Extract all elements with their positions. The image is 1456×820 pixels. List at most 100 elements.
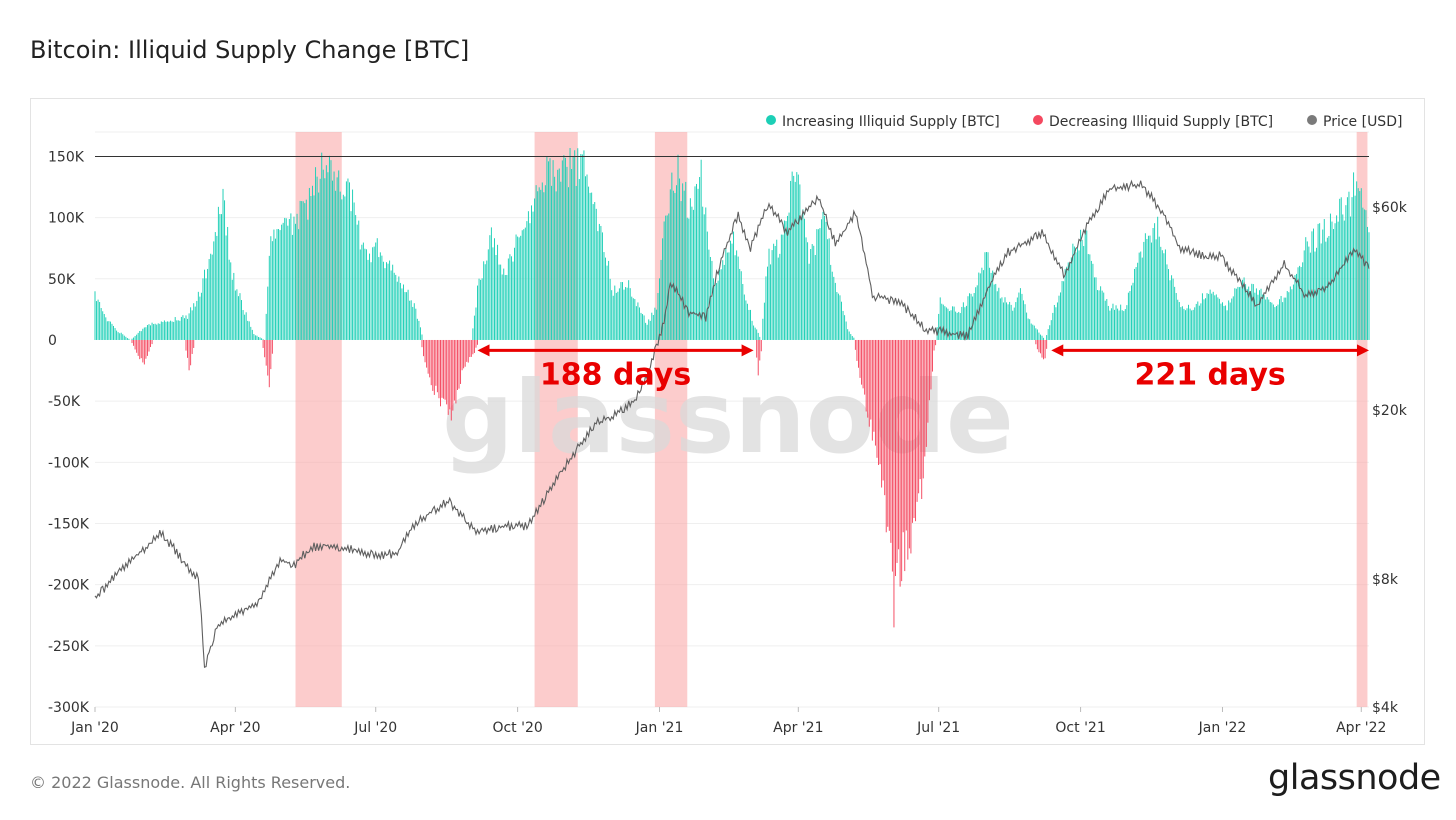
bar-decreasing [455, 339, 457, 404]
bar-increasing [324, 178, 326, 340]
x-tick-label: Oct '21 [1055, 720, 1105, 736]
bar-increasing [774, 246, 776, 340]
bar-decreasing [919, 339, 921, 480]
bar-increasing [1326, 237, 1328, 340]
bar-increasing [648, 319, 650, 340]
bar-increasing [958, 311, 960, 340]
bar-increasing [1314, 251, 1316, 340]
bar-increasing [529, 223, 531, 340]
bar-increasing [413, 303, 415, 340]
legend-item-increasing[interactable]: Increasing Illiquid Supply [BTC] [766, 114, 1000, 130]
bar-increasing [959, 313, 961, 340]
bar-increasing [748, 309, 750, 340]
bar-increasing [401, 288, 403, 340]
bar-increasing [347, 178, 349, 340]
bar-increasing [113, 325, 114, 340]
bar-decreasing [915, 339, 917, 522]
bar-increasing [853, 337, 855, 340]
bar-increasing [558, 168, 560, 340]
bar-increasing [1084, 229, 1086, 340]
bar-increasing [1083, 246, 1085, 340]
bar-increasing [190, 307, 192, 340]
bar-increasing [1072, 243, 1074, 340]
legend-item-price[interactable]: Price [USD] [1307, 114, 1402, 130]
bar-increasing [1107, 305, 1109, 340]
bar-increasing [600, 225, 602, 340]
y-left-tick-label: -250K [48, 639, 90, 655]
bar-increasing [635, 306, 637, 340]
y-left-tick-label: 0 [48, 333, 57, 349]
bar-increasing [1093, 277, 1095, 340]
bar-increasing [711, 260, 713, 340]
bar-decreasing [430, 339, 432, 386]
bar-decreasing [907, 339, 909, 560]
bar-increasing [1184, 310, 1186, 340]
bar-increasing [1161, 250, 1163, 340]
bar-increasing [623, 289, 625, 340]
bar-increasing [477, 285, 478, 340]
bar-increasing [515, 234, 517, 340]
bar-increasing [1100, 286, 1102, 340]
bar-increasing [352, 189, 354, 340]
bar-increasing [504, 275, 506, 340]
bar-increasing [688, 218, 690, 340]
bar-increasing [841, 301, 842, 340]
bar-increasing [228, 259, 230, 340]
bar-increasing [1197, 301, 1199, 340]
bar-increasing [1183, 308, 1185, 340]
y-left-tick-label: 50K [48, 272, 76, 288]
bar-increasing [239, 293, 241, 340]
bar-increasing [1296, 273, 1297, 340]
bar-increasing [1087, 254, 1089, 340]
bar-decreasing [756, 339, 758, 358]
bar-increasing [1019, 288, 1021, 340]
bar-increasing [1073, 246, 1075, 340]
bar-increasing [526, 221, 528, 340]
bar-increasing [416, 318, 418, 340]
bar-increasing [759, 336, 761, 340]
bar-increasing [1018, 292, 1020, 340]
bar-decreasing [426, 339, 428, 368]
bar-decreasing [438, 339, 440, 399]
bar-increasing [355, 215, 357, 340]
bar-increasing [241, 300, 243, 340]
bar-increasing [965, 305, 967, 340]
bar-increasing [1147, 235, 1149, 340]
bar-increasing [1303, 250, 1305, 340]
bar-increasing [657, 293, 659, 340]
bar-decreasing [447, 339, 449, 415]
bar-increasing [665, 215, 667, 340]
bar-increasing [287, 225, 289, 340]
bar-decreasing [150, 339, 152, 348]
bar-increasing [364, 248, 366, 340]
bar-decreasing [861, 339, 863, 385]
bar-increasing [421, 334, 423, 340]
bar-increasing [1130, 285, 1132, 340]
bar-increasing [580, 154, 582, 340]
bar-increasing [1223, 305, 1225, 340]
bar-increasing [278, 229, 280, 340]
bar-decreasing [864, 339, 866, 395]
bar-increasing [1121, 310, 1123, 340]
bar-increasing [97, 299, 99, 340]
bar-increasing [844, 315, 846, 340]
bar-increasing [301, 201, 303, 340]
bar-increasing [737, 256, 739, 340]
bar-increasing [750, 309, 751, 340]
bar-increasing [157, 323, 159, 340]
bar-decreasing [899, 339, 901, 587]
bar-increasing [544, 185, 546, 340]
bar-increasing [666, 215, 668, 340]
bar-increasing [396, 281, 398, 340]
legend-item-decreasing[interactable]: Decreasing Illiquid Supply [BTC] [1033, 114, 1273, 130]
bar-increasing [146, 325, 148, 340]
bar-increasing [1351, 197, 1353, 340]
bar-increasing [1061, 281, 1063, 340]
bar-increasing [652, 314, 654, 340]
bar-increasing [1263, 294, 1265, 340]
bar-decreasing [453, 339, 455, 401]
bar-increasing [612, 295, 614, 340]
bar-increasing [418, 320, 420, 340]
bar-increasing [117, 332, 119, 340]
highlight-band [654, 132, 688, 707]
